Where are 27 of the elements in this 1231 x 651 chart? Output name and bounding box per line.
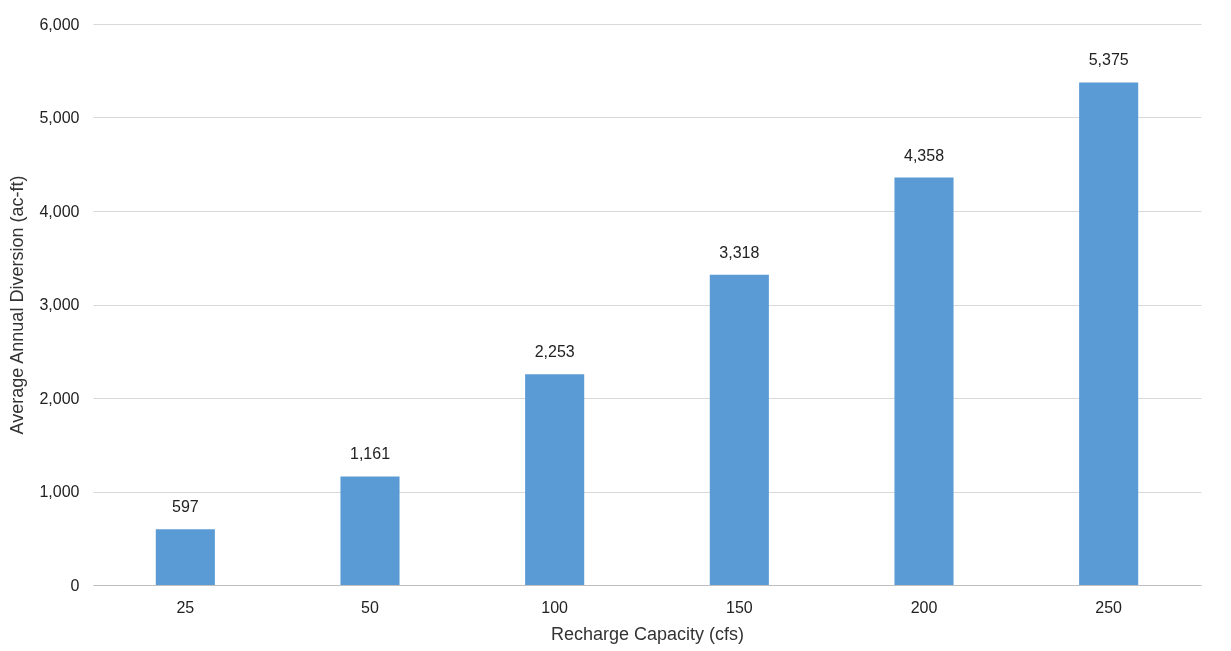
x-tick-label: 250 bbox=[1095, 598, 1123, 616]
y-tick-label: 4,000 bbox=[39, 202, 80, 220]
y-tick-label: 5,000 bbox=[39, 109, 80, 126]
y-tick-label: 3,000 bbox=[39, 296, 80, 313]
y-tick-label: 1,000 bbox=[39, 483, 80, 500]
data-label: 4,358 bbox=[903, 146, 945, 164]
y-axis-title: Average Annual Diversion (ac-ft) bbox=[7, 175, 28, 435]
x-tick-label: 100 bbox=[541, 598, 569, 616]
x-tick-label: 50 bbox=[361, 598, 379, 616]
bar bbox=[894, 177, 954, 585]
data-label: 597 bbox=[171, 498, 199, 516]
bar bbox=[709, 274, 769, 585]
y-tick-label: 0 bbox=[70, 576, 80, 594]
x-tick-label: 25 bbox=[176, 598, 195, 616]
x-tick-label: 200 bbox=[910, 598, 938, 616]
data-label: 3,318 bbox=[719, 243, 760, 261]
data-label: 1,161 bbox=[349, 445, 391, 463]
bar bbox=[340, 476, 400, 585]
y-tick-label: 2,000 bbox=[39, 389, 80, 407]
data-label: 5,375 bbox=[1088, 51, 1129, 69]
x-tick-label: 150 bbox=[725, 598, 753, 616]
bar bbox=[155, 529, 215, 585]
y-tick-label: 6,000 bbox=[39, 15, 80, 33]
x-axis-title: Recharge Capacity (cfs) bbox=[550, 623, 745, 644]
bar bbox=[1079, 82, 1139, 585]
bar bbox=[525, 374, 585, 585]
data-label: 2,253 bbox=[534, 343, 575, 361]
